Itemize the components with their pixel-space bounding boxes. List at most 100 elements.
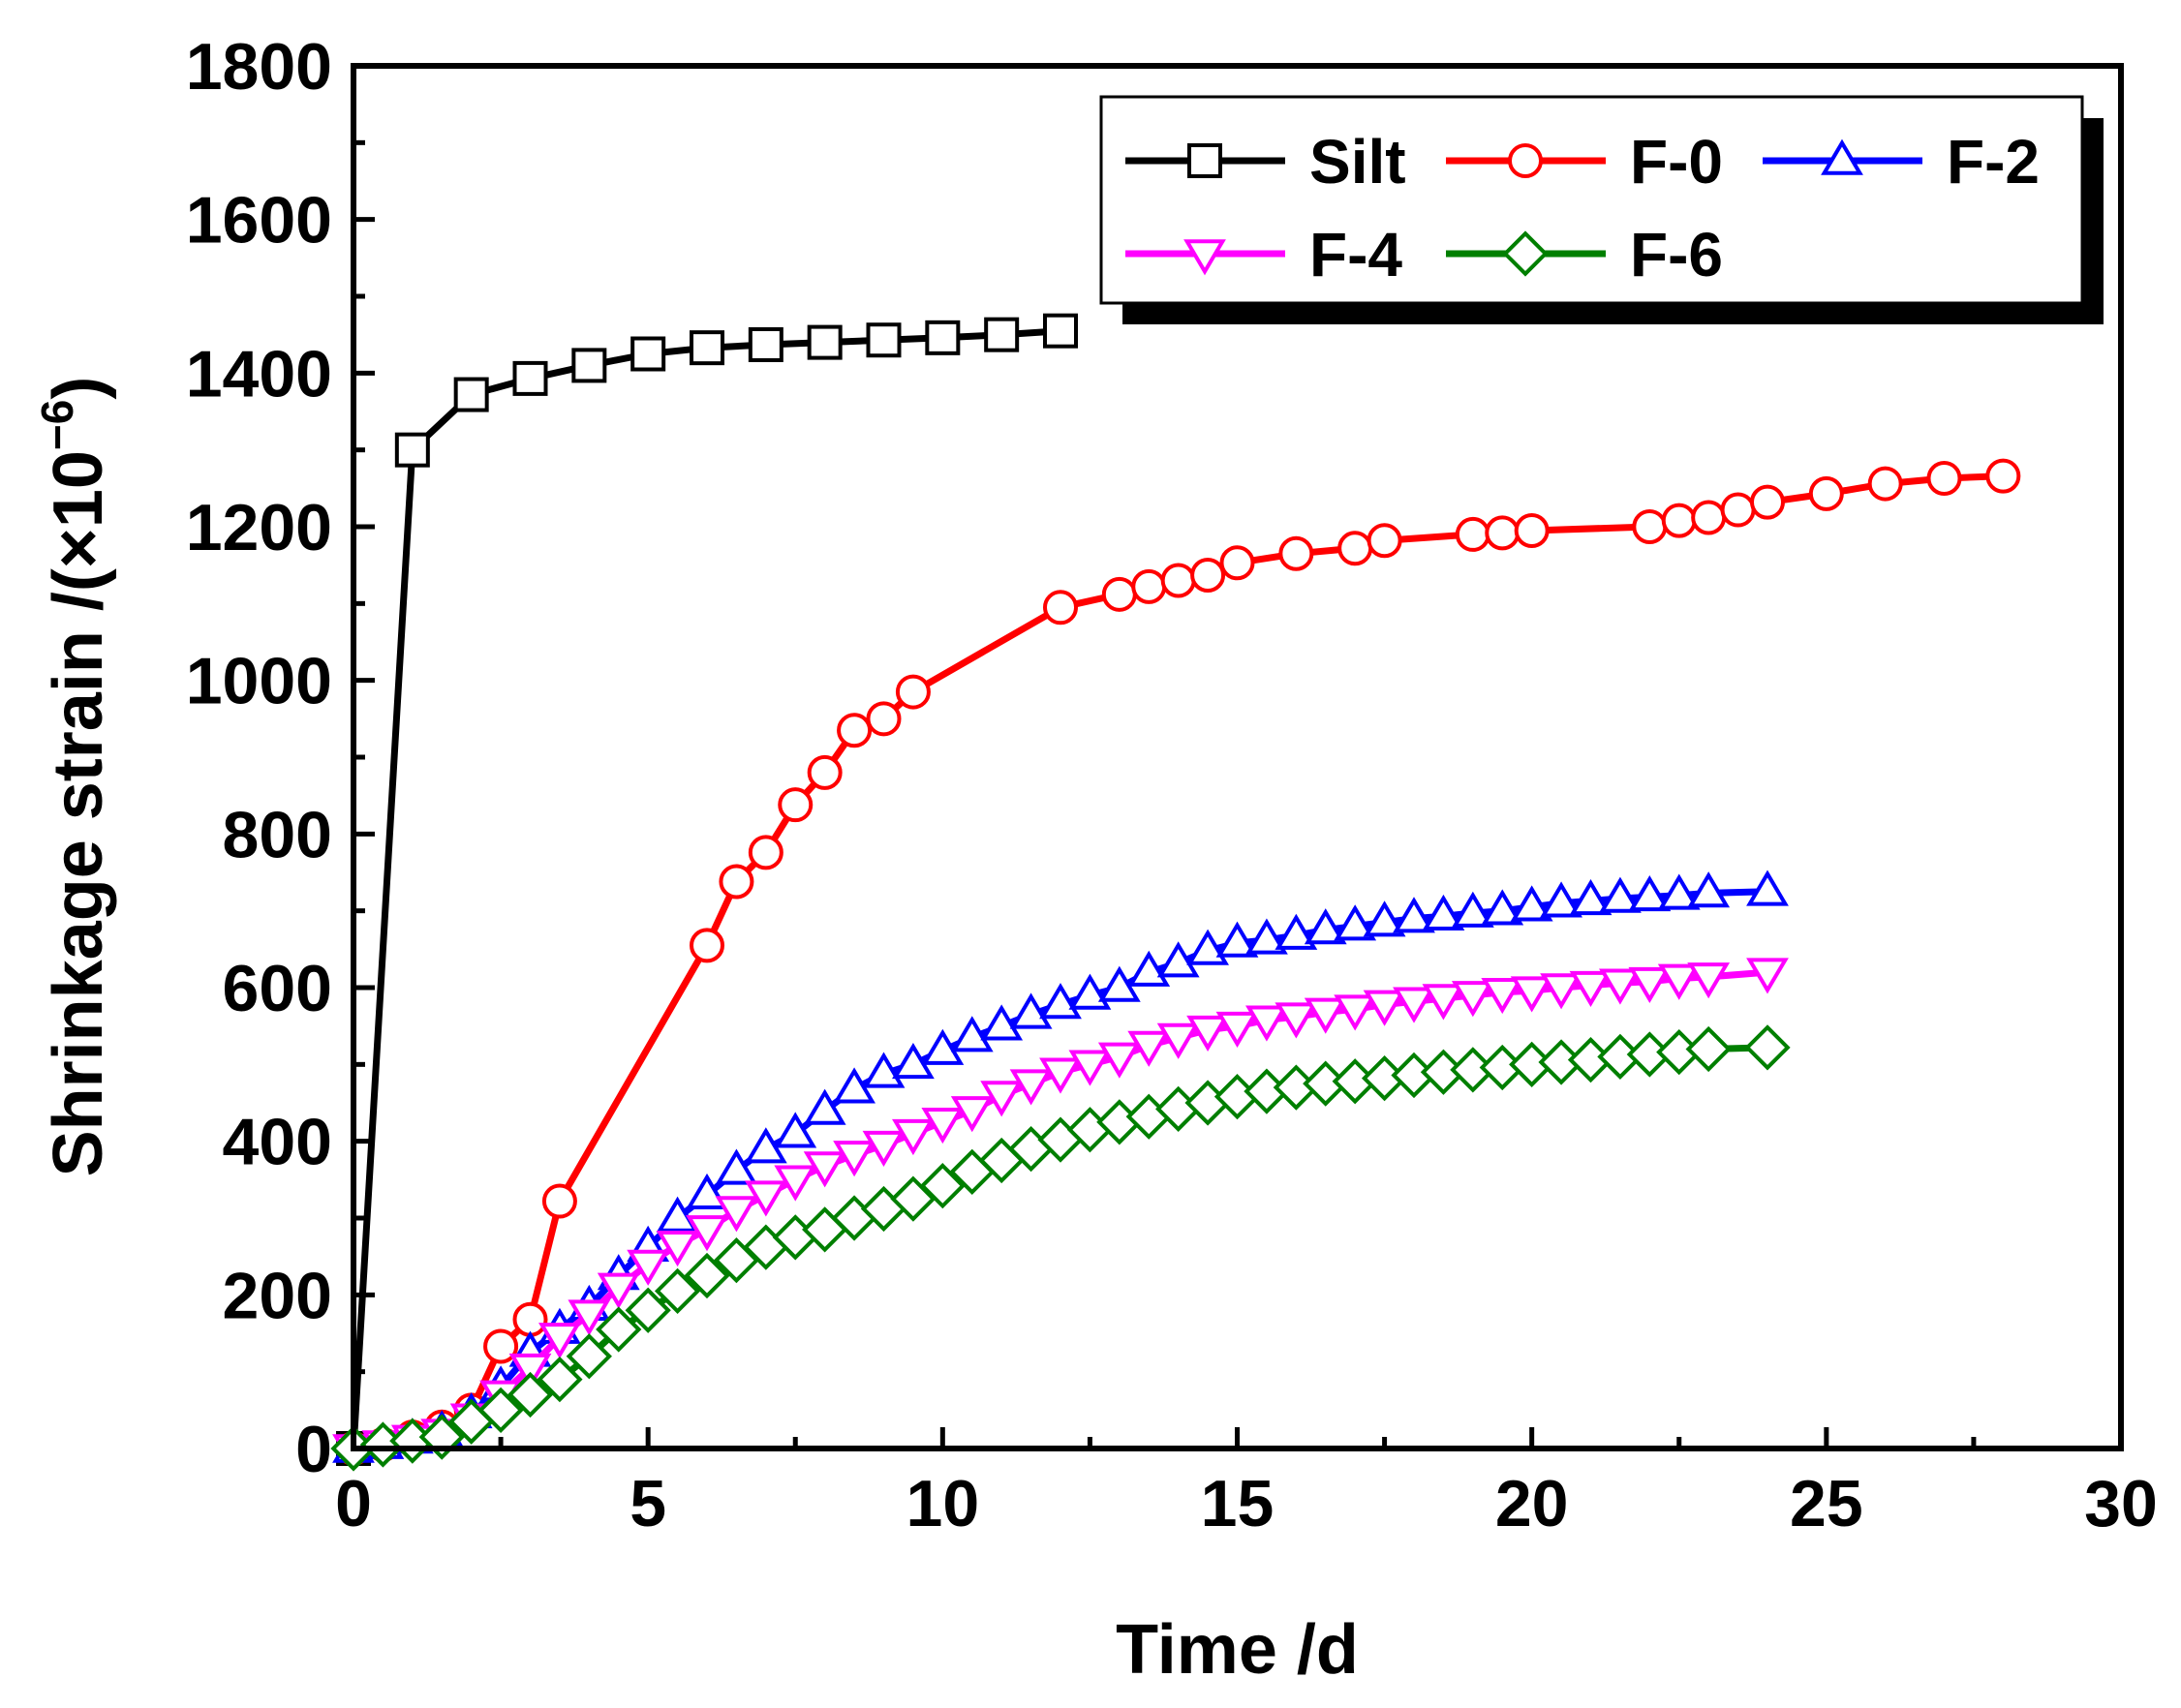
data-point-f-0 bbox=[719, 864, 754, 900]
legend-item-f-0: F-0 bbox=[1446, 127, 1723, 197]
data-point-f-0 bbox=[1101, 576, 1137, 612]
data-point-f-0 bbox=[1367, 523, 1402, 559]
y-tick-label: 400 bbox=[223, 1106, 332, 1179]
data-point-f-4 bbox=[1422, 984, 1465, 1021]
series-layer bbox=[330, 313, 2021, 1472]
data-point-silt bbox=[807, 324, 843, 360]
data-point-f-4 bbox=[1628, 966, 1672, 1003]
legend-item-f-6: F-6 bbox=[1446, 220, 1723, 290]
legend-box bbox=[1099, 95, 2084, 305]
data-point-f-4 bbox=[1186, 1015, 1229, 1052]
data-point-f-0 bbox=[748, 835, 783, 870]
data-point-f-4 bbox=[627, 1249, 670, 1286]
data-point-f-0 bbox=[1691, 500, 1727, 535]
data-point-silt bbox=[394, 432, 430, 468]
data-point-f-2 bbox=[921, 1028, 965, 1065]
data-point-f-2 bbox=[1657, 873, 1701, 910]
data-point-f-0 bbox=[1278, 535, 1314, 571]
data-point-f-4 bbox=[1304, 997, 1347, 1034]
series-f-4 bbox=[332, 958, 1789, 1471]
x-tick-label: 15 bbox=[1201, 1467, 1275, 1540]
data-point-f-6 bbox=[654, 1267, 701, 1314]
data-point-f-4 bbox=[1275, 1002, 1318, 1039]
data-point-f-4 bbox=[1599, 968, 1642, 1005]
data-point-f-2 bbox=[1215, 921, 1259, 958]
legend-label-f-2: F-2 bbox=[1947, 127, 2040, 197]
data-point-f-6 bbox=[1685, 1025, 1732, 1073]
x-tick-label: 25 bbox=[1790, 1467, 1863, 1540]
legend-item-f-2: F-2 bbox=[1763, 127, 2040, 197]
data-point-f-2 bbox=[686, 1173, 728, 1209]
data-point-f-6 bbox=[537, 1356, 583, 1403]
data-point-f-0 bbox=[866, 701, 902, 737]
data-point-f-4 bbox=[1746, 958, 1789, 994]
y-tick-label: 0 bbox=[295, 1413, 332, 1486]
data-point-f-4 bbox=[744, 1180, 787, 1217]
data-point-silt bbox=[690, 330, 724, 366]
data-point-f-2 bbox=[1186, 929, 1229, 965]
data-point-f-2 bbox=[1363, 900, 1406, 937]
data-point-f-4 bbox=[833, 1141, 875, 1177]
axis-ticks: 0 5 10 15 20 25 30 0 200 400 600 800 1000 1200 1400 160… bbox=[186, 30, 2158, 1540]
y-tick-label: 1800 bbox=[186, 30, 332, 104]
data-point-f-0 bbox=[1485, 515, 1521, 551]
series-f-6 bbox=[330, 1024, 1791, 1472]
data-point-f-0 bbox=[1131, 568, 1167, 604]
y-tick-label: 1000 bbox=[186, 645, 332, 718]
y-axis-title-main: Shrinkage strain /(×10 bbox=[40, 450, 117, 1176]
data-point-silt bbox=[630, 336, 666, 372]
data-point-f-0 bbox=[778, 787, 814, 823]
y-tick-label: 800 bbox=[223, 798, 332, 871]
data-point-f-6 bbox=[684, 1252, 730, 1299]
data-point-f-0 bbox=[1219, 545, 1255, 581]
data-point-silt bbox=[748, 326, 783, 362]
data-point-f-2 bbox=[1068, 973, 1112, 1010]
data-point-f-4 bbox=[1510, 976, 1553, 1013]
data-point-f-4 bbox=[921, 1108, 965, 1144]
data-point-f-2 bbox=[950, 1016, 994, 1052]
data-point-f-0 bbox=[1808, 475, 1844, 511]
data-point-f-4 bbox=[1097, 1042, 1141, 1079]
data-point-f-4 bbox=[1039, 1057, 1082, 1094]
data-point-f-4 bbox=[1540, 973, 1582, 1010]
data-point-f-2 bbox=[833, 1067, 875, 1104]
data-point-f-4 bbox=[656, 1230, 699, 1267]
data-point-f-2 bbox=[980, 1004, 1024, 1041]
data-point-silt bbox=[925, 320, 961, 355]
data-point-f-2 bbox=[744, 1127, 787, 1164]
x-tick-label: 30 bbox=[2084, 1467, 2158, 1540]
data-point-f-2 bbox=[1628, 875, 1672, 912]
data-point-f-2 bbox=[1422, 894, 1465, 931]
data-point-f-2 bbox=[1097, 965, 1141, 1002]
data-point-f-2 bbox=[1334, 904, 1377, 941]
legend-item-f-4: F-4 bbox=[1125, 220, 1402, 290]
data-point-f-4 bbox=[1009, 1069, 1053, 1106]
data-point-f-2 bbox=[1245, 918, 1288, 955]
x-tick-label: 10 bbox=[906, 1467, 980, 1540]
data-point-f-2 bbox=[774, 1112, 817, 1148]
data-point-silt bbox=[1043, 313, 1078, 349]
data-point-f-6 bbox=[919, 1163, 966, 1209]
legend-marker-f-0 bbox=[1508, 143, 1543, 178]
legend-marker-f-6 bbox=[1502, 230, 1549, 277]
data-point-f-6 bbox=[566, 1333, 612, 1380]
data-point-f-0 bbox=[690, 928, 724, 963]
data-point-f-4 bbox=[1363, 990, 1406, 1026]
y-tick-label: 1200 bbox=[186, 491, 332, 564]
data-point-f-4 bbox=[892, 1118, 935, 1156]
data-point-f-0 bbox=[1720, 492, 1756, 528]
data-point-f-4 bbox=[1657, 963, 1701, 1000]
data-point-f-0 bbox=[1455, 516, 1490, 552]
data-point-f-2 bbox=[1540, 881, 1582, 918]
legend-marker-f-2 bbox=[1821, 138, 1863, 175]
data-point-f-4 bbox=[686, 1215, 728, 1252]
data-point-f-4 bbox=[1393, 987, 1435, 1023]
data-point-f-4 bbox=[1127, 1030, 1171, 1067]
data-point-f-4 bbox=[1569, 970, 1613, 1007]
data-point-f-0 bbox=[895, 674, 931, 710]
data-point-f-2 bbox=[1275, 913, 1318, 950]
data-point-f-2 bbox=[1009, 992, 1053, 1029]
data-point-f-4 bbox=[980, 1081, 1024, 1117]
